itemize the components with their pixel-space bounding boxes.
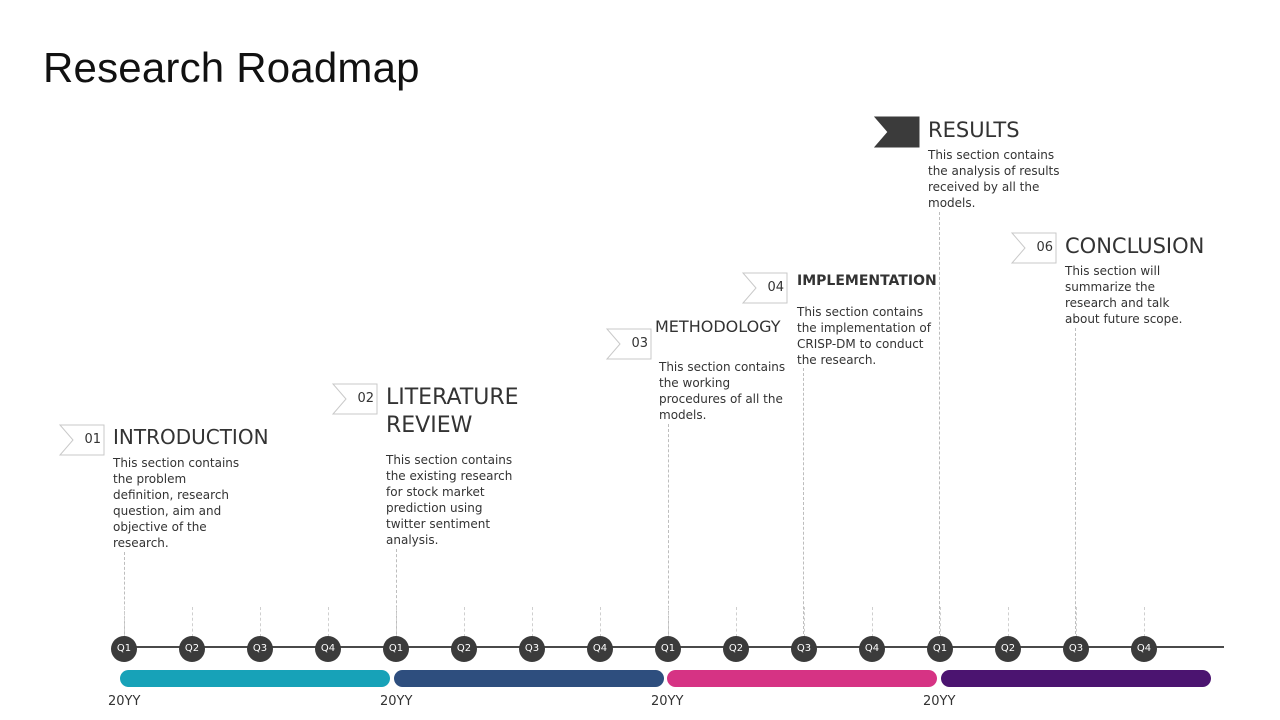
quarter-marker: Q2 <box>995 636 1021 662</box>
quarter-tick <box>872 607 873 637</box>
stage-flag-03: 03 <box>605 328 652 360</box>
stage-title-implementation: IMPLEMENTATION <box>797 273 937 289</box>
quarter-marker: Q1 <box>655 636 681 662</box>
quarter-marker: Q2 <box>451 636 477 662</box>
quarter-tick <box>1076 607 1077 637</box>
quarter-marker: Q1 <box>111 636 137 662</box>
quarter-tick <box>1008 607 1009 637</box>
quarter-marker: Q2 <box>723 636 749 662</box>
stage-flag-05 <box>873 116 920 148</box>
stage-flag-04: 04 <box>741 272 788 304</box>
stage-flag-02: 02 <box>331 383 378 415</box>
stage-number <box>874 116 920 148</box>
chevron-flag-icon <box>1010 232 1057 264</box>
chevron-flag-icon <box>331 383 378 415</box>
stage-connector <box>668 424 669 634</box>
stage-flag-01: 01 <box>58 424 105 456</box>
quarter-tick <box>736 607 737 637</box>
quarter-tick <box>940 607 941 637</box>
stage-desc-conclusion: This section will summarize the research… <box>1065 264 1183 326</box>
stage-desc-literature-review: This section contains the existing resea… <box>386 453 513 547</box>
stage-number: 02 <box>357 391 374 406</box>
stage-number: 01 <box>84 432 101 447</box>
stage-number: 04 <box>767 280 784 295</box>
stage-connector <box>939 212 940 634</box>
quarter-marker: Q3 <box>791 636 817 662</box>
stage-title-conclusion: CONCLUSION <box>1065 234 1205 258</box>
chevron-flag-icon <box>741 272 788 304</box>
quarter-marker: Q4 <box>587 636 613 662</box>
chevron-flag-icon <box>605 328 652 360</box>
year-bar-4 <box>941 670 1211 687</box>
stage-desc-methodology: This section contains the working proced… <box>659 360 786 422</box>
quarter-marker: Q4 <box>315 636 341 662</box>
quarter-tick <box>668 607 669 637</box>
year-label: 20YY <box>108 694 141 709</box>
quarter-marker: Q1 <box>927 636 953 662</box>
year-bar-1 <box>120 670 390 687</box>
stage-connector <box>124 552 125 634</box>
year-label: 20YY <box>651 694 684 709</box>
quarter-tick <box>328 607 329 637</box>
stage-connector <box>1075 328 1076 634</box>
chevron-flag-icon <box>873 116 920 148</box>
quarter-tick <box>1144 607 1145 637</box>
stage-desc-results: This section contains the analysis of re… <box>928 148 1060 210</box>
quarter-tick <box>804 607 805 637</box>
quarter-marker: Q2 <box>179 636 205 662</box>
quarter-marker: Q3 <box>519 636 545 662</box>
quarter-marker: Q3 <box>1063 636 1089 662</box>
year-label: 20YY <box>923 694 956 709</box>
quarter-tick <box>600 607 601 637</box>
quarter-tick <box>396 607 397 637</box>
quarter-tick <box>192 607 193 637</box>
stage-title-methodology: METHODOLOGY <box>655 317 781 336</box>
stage-connector <box>396 549 397 634</box>
quarter-marker: Q4 <box>1131 636 1157 662</box>
stage-title-introduction: INTRODUCTION <box>113 425 269 449</box>
stage-number: 06 <box>1036 240 1053 255</box>
stage-number: 03 <box>631 336 648 351</box>
quarter-tick <box>464 607 465 637</box>
year-label: 20YY <box>380 694 413 709</box>
chevron-flag-icon <box>58 424 105 456</box>
quarter-marker: Q4 <box>859 636 885 662</box>
stage-connector <box>803 368 804 634</box>
stage-desc-introduction: This section contains the problem defini… <box>113 456 240 550</box>
quarter-tick <box>532 607 533 637</box>
quarter-tick <box>260 607 261 637</box>
quarter-tick <box>124 607 125 637</box>
stage-desc-implementation: This section contains the implementation… <box>797 305 931 367</box>
quarter-marker: Q3 <box>247 636 273 662</box>
year-bar-2 <box>394 670 664 687</box>
stage-title-literature-review: LITERATURE REVIEW <box>386 385 519 438</box>
quarter-marker: Q1 <box>383 636 409 662</box>
year-bar-3 <box>667 670 937 687</box>
stage-flag-06: 06 <box>1010 232 1057 264</box>
stage-title-results: RESULTS <box>928 118 1020 142</box>
page-title: Research Roadmap <box>43 44 420 91</box>
